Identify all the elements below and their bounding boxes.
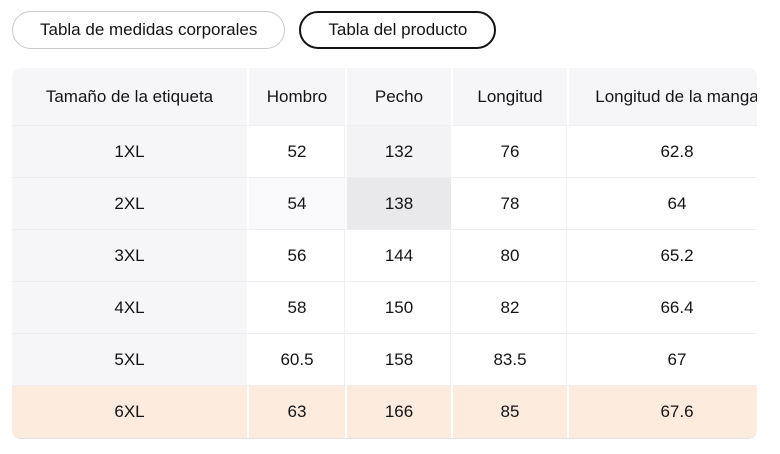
size-row-6xl: 6XL 63 166 85 67.6: [12, 386, 757, 438]
measurement-cell[interactable]: 150: [347, 282, 453, 334]
column-header-shoulder: Hombro: [249, 68, 347, 126]
measurement-cell[interactable]: 78: [453, 178, 569, 230]
size-table: Tamaño de la etiqueta Hombro Pecho Longi…: [12, 68, 757, 438]
measurement-cell[interactable]: 82: [453, 282, 569, 334]
measurement-cell[interactable]: 80: [453, 230, 569, 282]
tab-body-measurements[interactable]: Tabla de medidas corporales: [12, 11, 286, 49]
measurement-cell[interactable]: 67: [569, 334, 757, 386]
column-header-sleeve-length: Longitud de la manga: [569, 68, 757, 126]
measurement-cell[interactable]: 132: [347, 126, 453, 178]
measurement-cell[interactable]: 66.4: [569, 282, 757, 334]
size-table-container: Tamaño de la etiqueta Hombro Pecho Longi…: [12, 68, 757, 438]
measurement-cell[interactable]: 54: [249, 178, 347, 230]
size-row-2xl: 2XL 54 138 78 64: [12, 178, 757, 230]
column-header-length: Longitud: [453, 68, 569, 126]
size-label-cell[interactable]: 1XL: [12, 126, 249, 178]
measurement-cell[interactable]: 60.5: [249, 334, 347, 386]
size-row-1xl: 1XL 52 132 76 62.8: [12, 126, 757, 178]
measurement-cell[interactable]: 85: [453, 386, 569, 438]
size-chart-tabs: Tabla de medidas corporales Tabla del pr…: [12, 11, 497, 49]
column-header-chest: Pecho: [347, 68, 453, 126]
column-header-label-size: Tamaño de la etiqueta: [12, 68, 249, 126]
size-row-3xl: 3XL 56 144 80 65.2: [12, 230, 757, 282]
size-label-cell[interactable]: 4XL: [12, 282, 249, 334]
measurement-cell[interactable]: 67.6: [569, 386, 757, 438]
measurement-cell[interactable]: 62.8: [569, 126, 757, 178]
header-row: Tamaño de la etiqueta Hombro Pecho Longi…: [12, 68, 757, 126]
size-row-4xl: 4XL 58 150 82 66.4: [12, 282, 757, 334]
measurement-cell[interactable]: 166: [347, 386, 453, 438]
measurement-cell[interactable]: 83.5: [453, 334, 569, 386]
size-row-5xl: 5XL 60.5 158 83.5 67: [12, 334, 757, 386]
measurement-cell[interactable]: 138: [347, 178, 453, 230]
size-label-cell[interactable]: 2XL: [12, 178, 249, 230]
measurement-cell[interactable]: 63: [249, 386, 347, 438]
size-label-cell[interactable]: 3XL: [12, 230, 249, 282]
size-label-cell[interactable]: 5XL: [12, 334, 249, 386]
tab-product-table[interactable]: Tabla del producto: [299, 11, 497, 49]
size-label-cell[interactable]: 6XL: [12, 386, 249, 438]
measurement-cell[interactable]: 52: [249, 126, 347, 178]
measurement-cell[interactable]: 64: [569, 178, 757, 230]
measurement-cell[interactable]: 144: [347, 230, 453, 282]
measurement-cell[interactable]: 65.2: [569, 230, 757, 282]
measurement-cell[interactable]: 158: [347, 334, 453, 386]
measurement-cell[interactable]: 56: [249, 230, 347, 282]
measurement-cell[interactable]: 76: [453, 126, 569, 178]
measurement-cell[interactable]: 58: [249, 282, 347, 334]
